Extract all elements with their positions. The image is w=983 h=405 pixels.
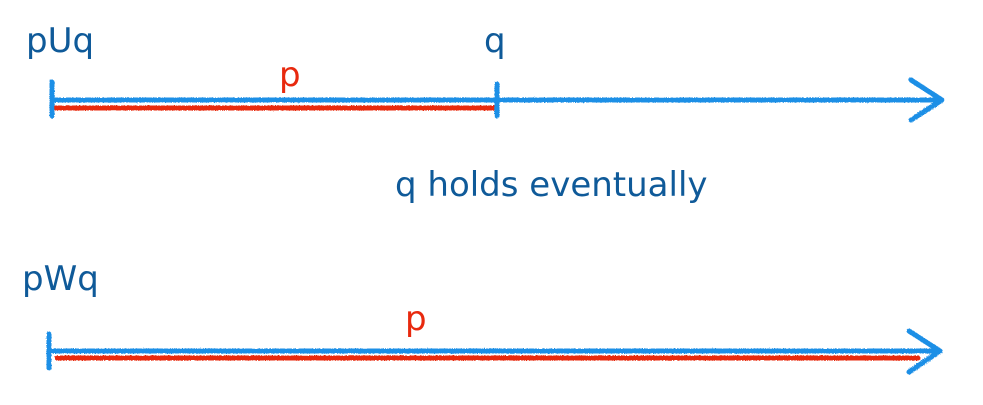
weak-until-formula-label: pWq [22,259,99,299]
weak-until-arrow-head [906,328,943,375]
weak-until-timeline [46,328,943,375]
weak-until-p-label: p [405,299,427,339]
until-arrow-head [908,77,945,123]
until-timeline [49,77,945,123]
until-caption: q holds eventually [395,165,708,205]
until-formula-label: pU‍q [26,21,95,61]
until-q-label: q [484,21,506,61]
until-p-label: p [279,55,301,95]
